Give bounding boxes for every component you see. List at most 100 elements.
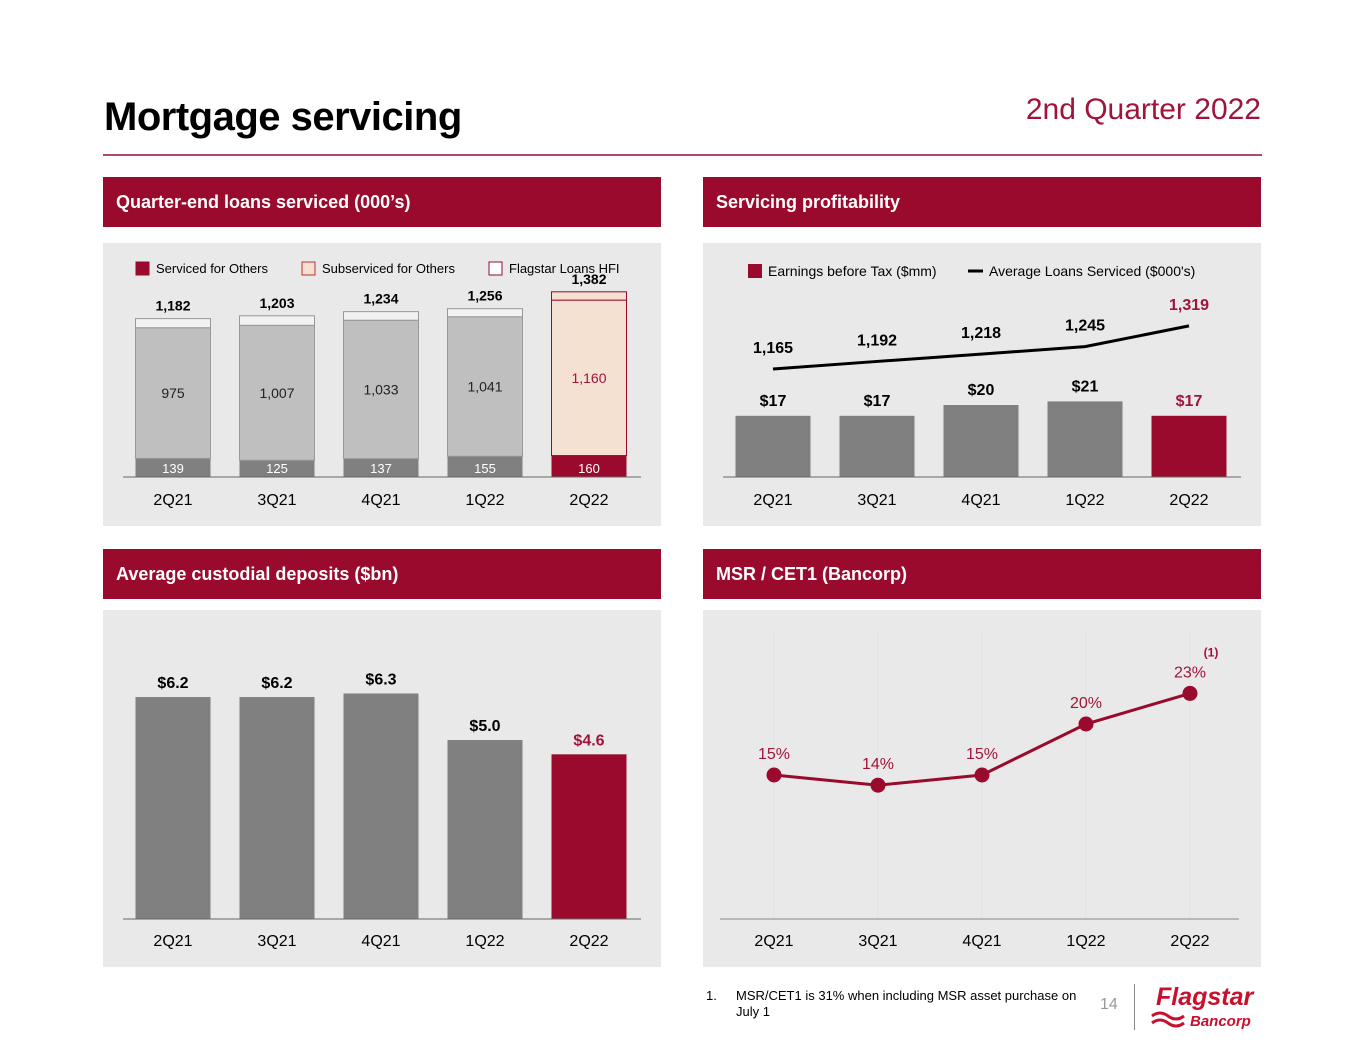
total-label: 1,234 [363,291,398,307]
msr-cet1-header: MSR / CET1 (Bancorp) [703,549,1261,599]
legend-swatch [301,261,316,276]
page-number: 14 [1100,996,1118,1013]
bar-deposits [135,697,211,919]
profitability-header: Servicing profitability [703,177,1261,227]
bar-earnings [735,415,811,477]
x-tick-label: 2Q21 [753,492,792,509]
bar-value-label: $6.2 [157,675,188,692]
msr-cet1-chart: 15% 2Q21 14% 3Q21 15% 4Q21 20% 1Q22 23% 2Q22 (1) [720,630,1239,950]
profitability-chart: Earnings before Tax ($mm) Average Loans S… [723,263,1241,509]
footnote: 1. MSR/CET1 is 31% when including MSR as… [706,988,1086,1020]
bar-serviced-for-others [343,458,419,477]
bar-serviced-for-others [551,455,627,477]
data-point [1078,716,1094,732]
footer-divider [1134,984,1135,1030]
bar-value-label: $17 [1176,393,1203,410]
x-tick-label: 1Q22 [1065,492,1104,509]
x-tick-label: 1Q22 [1066,933,1105,950]
legend-label: Serviced for Others [156,261,268,276]
total-label: 1,182 [155,298,190,314]
segment-label-middle: 975 [161,385,185,401]
bar-subserviced [343,319,419,460]
legend-label: Earnings before Tax ($mm) [768,263,937,279]
data-point [766,767,782,783]
bar-deposits [551,754,627,919]
line-avg-loans-serviced [772,324,1190,371]
bar-flagstar-hfi [239,315,315,326]
legend-label: Average Loans Serviced ($000's) [989,263,1195,279]
data-point [1182,685,1198,701]
total-label: 1,382 [571,271,606,287]
bar-value-label: $6.3 [365,671,396,688]
loans-serviced-header: Quarter-end loans serviced (000’s) [103,177,661,227]
bar-earnings [839,415,915,477]
segment-label-middle: 1,033 [363,381,398,397]
line-value-label: 1,245 [1065,318,1105,335]
x-tick-label: 2Q21 [754,933,793,950]
x-tick-label: 1Q22 [465,492,504,509]
bar-value-label: $6.2 [261,675,292,692]
point-value-label: 15% [758,746,790,763]
bar-serviced-for-others [447,456,523,477]
legend-label: Subserviced for Others [322,261,455,276]
bar-value-label: $21 [1072,378,1099,395]
x-tick-label: 2Q21 [153,492,192,509]
loans-serviced-chart: Serviced for Others Subserviced for Other… [123,261,641,509]
x-tick-label: 3Q21 [257,933,296,950]
logo-subtitle: Bancorp [1190,1013,1251,1030]
x-tick-label: 3Q21 [857,492,896,509]
deposits-header: Average custodial deposits ($bn) [103,549,661,599]
x-tick-label: 2Q22 [1170,933,1209,950]
data-point [870,777,886,793]
bar-deposits [239,697,315,919]
loans-serviced-panel: Serviced for Others Subserviced for Other… [103,243,661,526]
x-tick-label: 2Q22 [569,933,608,950]
x-tick-label: 2Q22 [569,492,608,509]
data-point [974,767,990,783]
x-tick-label: 4Q21 [962,933,1001,950]
point-value-label: 20% [1070,695,1102,712]
bar-subserviced [239,324,315,461]
profitability-panel: Earnings before Tax ($mm) Average Loans S… [703,243,1261,526]
logo-icon: Flagstar Bancorp [1151,983,1255,1030]
x-tick-label: 4Q21 [961,492,1000,509]
bar-serviced-for-others [239,460,315,477]
bar-value-label: $5.0 [469,718,500,735]
point-value-label: 14% [862,756,894,773]
deposits-chart: $6.2 2Q21 $6.2 3Q21 $6.3 4Q21 $5.0 1Q22 $4.6 2Q22 [123,671,641,950]
x-tick-label: 1Q22 [465,933,504,950]
footnote-text: MSR/CET1 is 31% when including MSR asset… [736,988,1077,1019]
logo-wave-icon [1151,1018,1185,1028]
segment-label-bottom: 139 [162,461,184,476]
bar-value-label: $17 [864,393,891,410]
segment-label-bottom: 160 [578,461,600,476]
bar-flagstar-hfi [447,308,523,318]
msr-cet1-panel: 15% 2Q21 14% 3Q21 15% 4Q21 20% 1Q22 23% 2Q22 (1) [703,610,1261,967]
bar-value-label: $4.6 [573,732,604,749]
x-tick-label: 4Q21 [361,933,400,950]
segment-label-bottom: 137 [370,461,392,476]
deposits-panel: $6.2 2Q21 $6.2 3Q21 $6.3 4Q21 $5.0 1Q22 $4.6 2Q22 [103,610,661,967]
line-value-label: 1,165 [753,340,793,357]
bar-flagstar-hfi [135,318,211,329]
footnote-number: 1. [706,988,717,1003]
total-label: 1,203 [259,295,294,311]
legend-label: Flagstar Loans HFI [509,261,620,276]
period-label: 2nd Quarter 2022 [1025,93,1261,126]
x-tick-label: 2Q22 [1169,492,1208,509]
point-value-label: 15% [966,746,998,763]
footnote-marker: (1) [1204,645,1219,659]
segment-label-bottom: 155 [474,461,496,476]
legend-swatch [748,264,762,278]
bar-subserviced [447,316,523,457]
bar-earnings [1047,401,1123,477]
logo-wave-icon [1151,1011,1185,1021]
bar-serviced-for-others [135,458,211,477]
bar-subserviced [135,327,211,459]
line-value-label: 1,192 [857,332,897,349]
legend-swatch [488,261,503,276]
total-label: 1,256 [467,288,502,304]
x-tick-label: 3Q21 [858,933,897,950]
point-value-label: 23% [1174,664,1206,681]
bar-earnings [943,405,1019,477]
